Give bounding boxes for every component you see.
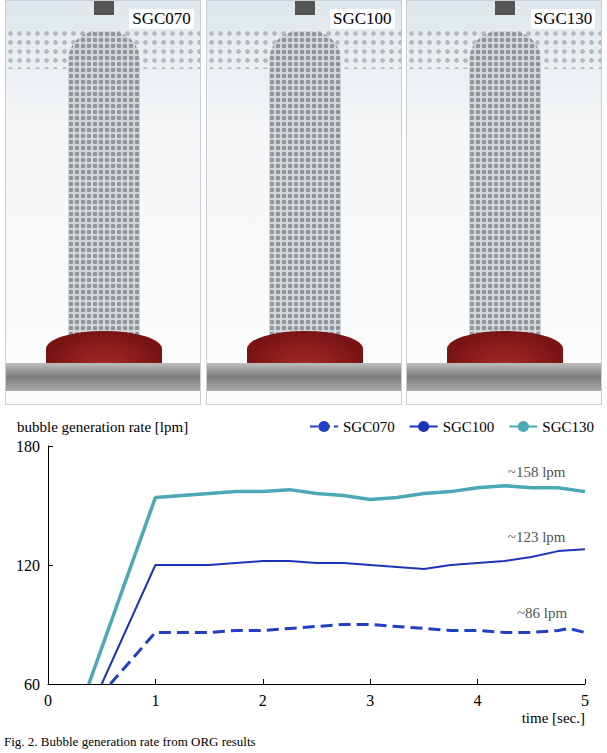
svg-text:0: 0 bbox=[44, 692, 52, 709]
svg-text:1: 1 bbox=[151, 692, 159, 709]
svg-text:bubble generation rate [lpm]: bubble generation rate [lpm] bbox=[17, 419, 188, 435]
svg-text:4: 4 bbox=[474, 692, 482, 709]
svg-text:5: 5 bbox=[581, 692, 589, 709]
svg-text:2: 2 bbox=[259, 692, 267, 709]
html-text:SGC130: SGC130 bbox=[533, 9, 593, 28]
html-text:Fig. 2. Bubble generation rate: Fig. 2. Bubble generation rate from ORG … bbox=[4, 734, 256, 749]
svg-text:SGC070: SGC070 bbox=[343, 419, 395, 435]
svg-text:~123 lpm: ~123 lpm bbox=[508, 529, 566, 545]
svg-text:~86 lpm: ~86 lpm bbox=[517, 605, 568, 621]
html-text:SGC100: SGC100 bbox=[332, 9, 392, 28]
html-text:SGC070: SGC070 bbox=[132, 9, 191, 28]
svg-text:3: 3 bbox=[366, 692, 374, 709]
svg-text:~158 lpm: ~158 lpm bbox=[508, 464, 566, 480]
svg-text:SGC100: SGC100 bbox=[443, 419, 495, 435]
svg-text:180: 180 bbox=[16, 438, 40, 455]
svg-text:60: 60 bbox=[24, 676, 40, 693]
svg-text:time [sec.]: time [sec.] bbox=[522, 710, 585, 726]
svg-text:120: 120 bbox=[16, 557, 40, 574]
svg-text:SGC130: SGC130 bbox=[542, 419, 594, 435]
